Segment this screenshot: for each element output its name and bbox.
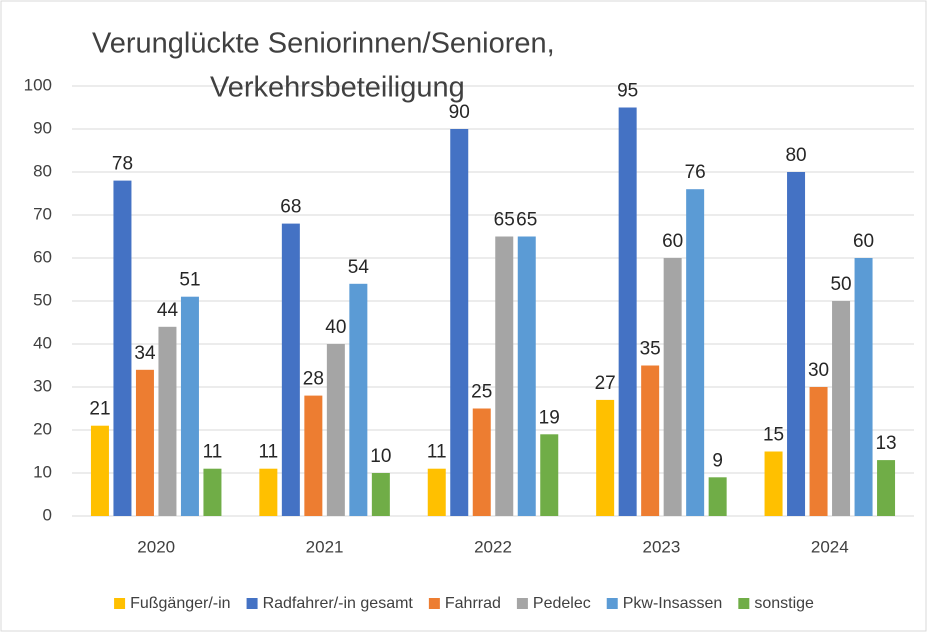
data-label: 90 [449, 102, 470, 123]
bar [113, 180, 132, 516]
legend-label: Pedelec [533, 595, 591, 612]
bar [304, 395, 323, 516]
data-label: 30 [808, 360, 829, 381]
data-label: 50 [830, 274, 851, 295]
chart-title: Verkehrsbeteiligung [210, 72, 465, 104]
y-tick-label: 100 [24, 75, 52, 94]
y-tick-label: 90 [33, 118, 52, 137]
data-label: 34 [134, 343, 156, 364]
y-tick-label: 80 [33, 161, 52, 180]
data-label: 11 [427, 442, 447, 463]
bar [618, 107, 637, 516]
data-label: 60 [853, 231, 874, 252]
x-tick-label: 2022 [474, 537, 512, 556]
legend-swatch [114, 598, 126, 609]
bar [877, 460, 896, 516]
bar [90, 425, 109, 516]
data-label: 27 [595, 373, 616, 394]
y-tick-label: 70 [33, 204, 52, 223]
bar [281, 223, 300, 516]
y-tick-label: 60 [33, 247, 52, 266]
bar [450, 129, 469, 516]
data-label: 60 [662, 231, 683, 252]
bar [809, 387, 828, 516]
legend-swatch [428, 598, 440, 609]
data-label: 51 [179, 270, 200, 291]
bar [495, 236, 514, 516]
legend-label: Fußgänger/-in [130, 595, 231, 612]
legend-label: sonstige [754, 595, 814, 612]
legend-swatch [606, 598, 618, 609]
data-label: 65 [494, 210, 515, 231]
data-label: 25 [471, 382, 492, 403]
data-label: 78 [112, 154, 133, 175]
data-label: 44 [157, 300, 179, 321]
data-label: 21 [89, 399, 110, 420]
bar [663, 258, 682, 516]
bar [540, 434, 559, 516]
data-label: 35 [640, 339, 661, 360]
bar [326, 344, 345, 516]
bar [203, 468, 222, 516]
bar [854, 258, 873, 516]
x-tick-label: 2021 [306, 537, 344, 556]
bar [517, 236, 536, 516]
data-label: 95 [617, 81, 638, 102]
chart-title: Verunglückte Seniorinnen/Senioren, [92, 28, 555, 60]
bar [764, 451, 783, 516]
bar [135, 369, 154, 516]
bar [708, 477, 727, 516]
y-tick-label: 30 [33, 376, 52, 395]
data-label: 11 [258, 442, 278, 463]
legend-swatch [516, 598, 528, 609]
bar [180, 296, 199, 516]
x-tick-label: 2023 [642, 537, 680, 556]
bar [787, 172, 806, 516]
x-tick-label: 2020 [137, 537, 175, 556]
bar [832, 301, 851, 516]
bar [641, 365, 660, 516]
bar [349, 283, 368, 516]
bar [158, 326, 177, 516]
legend-label: Radfahrer/-in gesamt [263, 595, 414, 612]
data-label: 40 [325, 317, 346, 338]
data-label: 13 [875, 433, 896, 454]
data-label: 11 [203, 442, 223, 463]
legend-label: Pkw-Insassen [623, 595, 723, 612]
data-label: 19 [539, 407, 560, 428]
legend-swatch [246, 598, 258, 609]
bar [686, 189, 705, 516]
legend-swatch [738, 598, 750, 609]
data-label: 9 [712, 450, 723, 471]
bar [596, 399, 615, 516]
y-tick-label: 40 [33, 333, 52, 352]
legend-label: Fahrrad [445, 595, 501, 612]
data-label: 28 [303, 369, 324, 390]
bar [371, 473, 390, 516]
y-tick-label: 20 [33, 419, 52, 438]
data-label: 80 [785, 145, 806, 166]
bar [427, 468, 446, 516]
data-label: 15 [763, 425, 784, 446]
data-label: 65 [516, 210, 537, 231]
data-label: 10 [370, 446, 391, 467]
data-label: 68 [280, 197, 301, 218]
data-label: 54 [348, 257, 370, 278]
y-tick-label: 50 [33, 290, 52, 309]
y-tick-label: 10 [33, 462, 52, 481]
bar [472, 408, 491, 516]
data-label: 76 [685, 162, 706, 183]
bar [259, 468, 278, 516]
x-tick-label: 2024 [811, 537, 849, 556]
y-tick-label: 0 [43, 505, 52, 524]
